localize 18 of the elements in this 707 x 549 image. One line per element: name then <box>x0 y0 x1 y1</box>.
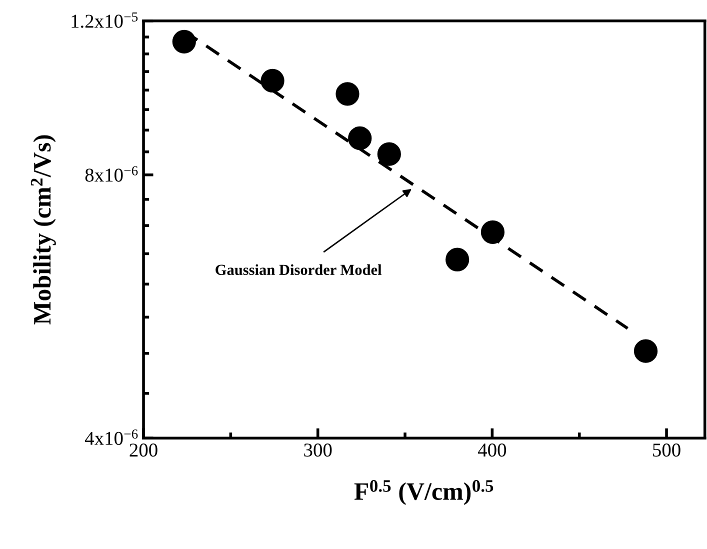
annotation: Gaussian Disorder Model <box>216 264 382 276</box>
point <box>336 82 360 106</box>
y-tick-label: 8x10$^{−6}$ <box>85 166 138 182</box>
point <box>348 126 372 150</box>
x-axis-title: F$^{0.5}$ (V/cm)$^{0.5}$ <box>354 480 494 506</box>
x-tick-label: 400 <box>478 444 506 457</box>
y-tick-label: 4x10$^{−6}$ <box>84 429 138 445</box>
point <box>172 30 196 54</box>
point <box>480 220 505 244</box>
x-tick-label: 200 <box>130 444 158 457</box>
point <box>446 248 470 272</box>
y-axis-title: Mobility (cm$^{2}$/Vs) <box>30 135 56 324</box>
point <box>377 142 401 166</box>
x-tick-label: 300 <box>304 444 332 457</box>
point <box>260 68 284 93</box>
x-tick-label: 500 <box>653 444 680 457</box>
point <box>634 339 658 363</box>
y-tick-label: 1.2x10$^{−5}$ <box>72 12 138 28</box>
